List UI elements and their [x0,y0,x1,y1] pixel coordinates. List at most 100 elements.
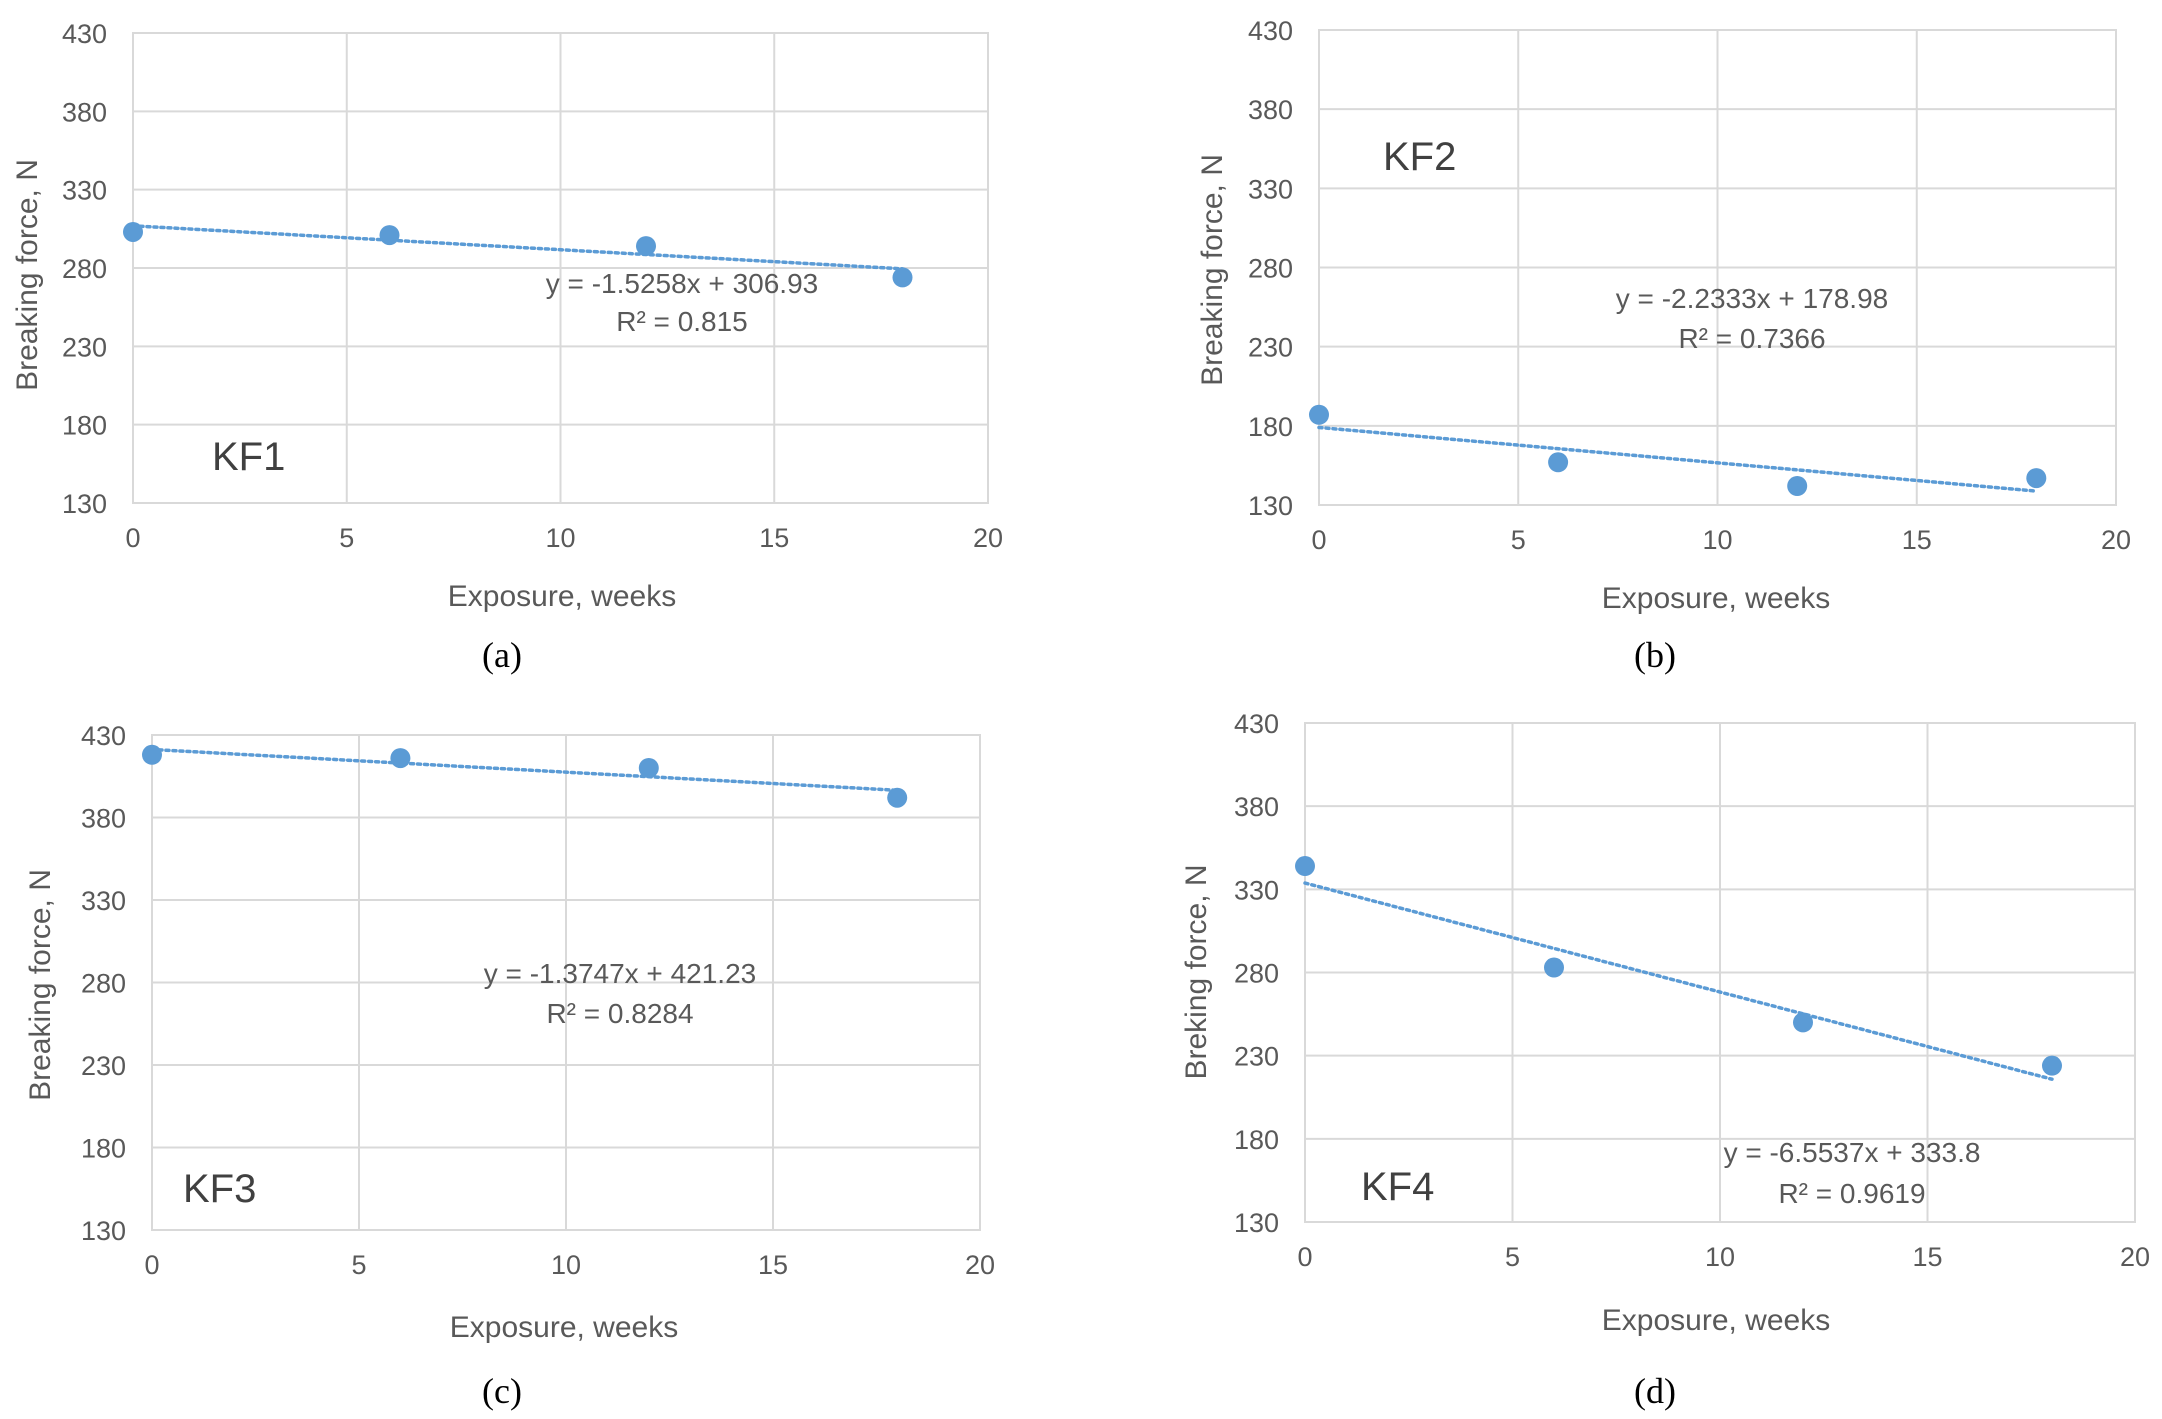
chart-panel-b: 130 180 230 280 330 380 430 0 5 10 15 20 Exposure,… [1196,16,2131,675]
series-label: KF2 [1383,135,1456,179]
data-point [142,744,162,765]
data-point [123,221,143,242]
x-tick-label: 0 [1297,1242,1312,1272]
grid [1318,29,2117,506]
y-tick-label: 180 [1248,412,1293,442]
r-squared-label: R² = 0.8284 [546,998,693,1029]
y-tick-label: 230 [62,332,107,362]
trendline-equation: y = -2.2333x + 178.98 [1616,283,1888,314]
y-tick-label: 430 [1234,709,1279,739]
y-axis-title: Breaking force, N [1196,154,1229,386]
y-tick-label: 280 [1234,959,1279,989]
y-tick-label: 280 [1248,254,1293,284]
chart-panel-a: 130 180 230 280 330 380 430 0 5 10 15 20 Exposure,… [11,19,1003,675]
y-ticks: 130 180 230 280 330 380 430 [1234,709,1279,1238]
x-tick-label: 0 [125,523,140,553]
x-tick-label: 0 [144,1250,159,1280]
plot-frame [1318,29,2117,506]
x-tick-label: 15 [758,1250,788,1280]
y-tick-label: 330 [62,176,107,206]
x-tick-label: 20 [2101,525,2131,555]
data-points [142,744,908,808]
r-squared-label: R² = 0.815 [616,306,748,337]
y-tick-label: 130 [1234,1208,1279,1238]
x-tick-label: 5 [339,523,354,553]
y-tick-label: 230 [1234,1042,1279,1072]
data-point [1544,957,1564,978]
y-tick-label: 130 [1248,491,1293,521]
x-tick-label: 10 [1702,525,1732,555]
data-point [1309,404,1329,425]
y-tick-label: 180 [62,411,107,441]
y-tick-label: 280 [81,969,126,999]
chart-panel-c: 130 180 230 280 330 380 430 0 5 10 15 20 Exposure,… [24,721,995,1411]
data-point [1548,452,1569,473]
panel-caption: (d) [1634,1371,1676,1411]
x-tick-label: 15 [1902,525,1932,555]
grid [132,32,989,504]
y-axis-title: Breaking force, N [24,869,57,1101]
data-point [379,225,400,246]
r-squared-label: R² = 0.7366 [1678,323,1825,354]
y-tick-label: 380 [1248,95,1293,125]
data-point [636,236,656,257]
data-points [123,221,913,288]
x-tick-label: 0 [1311,525,1326,555]
grid [1304,722,2136,1223]
x-axis-title: Exposure, weeks [448,580,676,613]
x-tick-label: 15 [1912,1242,1942,1272]
y-tick-label: 430 [1248,16,1293,46]
y-ticks: 130 180 230 280 330 380 430 [81,721,126,1246]
x-tick-label: 10 [545,523,575,553]
x-axis-title: Exposure, weeks [1602,582,1830,615]
y-ticks: 130 180 230 280 330 380 430 [1248,16,1293,521]
y-tick-label: 380 [81,804,126,834]
y-tick-label: 380 [62,97,107,127]
data-point [638,758,659,778]
trendline-line [1303,881,2054,1081]
x-tick-label: 20 [2120,1242,2150,1272]
trendline [150,747,899,793]
x-tick-label: 5 [351,1250,366,1280]
x-ticks: 0 5 10 15 20 [125,523,1003,553]
y-tick-label: 180 [81,1134,126,1164]
series-label: KF4 [1361,1165,1434,1209]
x-tick-label: 5 [1511,525,1526,555]
data-point [2026,468,2047,489]
panel-caption: (b) [1634,635,1676,675]
x-tick-label: 15 [759,523,789,553]
plot-frame [1304,722,2136,1223]
trendline [1317,425,2039,493]
x-axis-title: Exposure, weeks [1602,1304,1830,1337]
x-tick-label: 10 [1705,1242,1735,1272]
data-point [1793,1012,1813,1033]
y-tick-label: 280 [62,254,107,284]
trendline-equation: y = -6.5537x + 333.8 [1724,1137,1981,1168]
data-point [1787,476,1808,496]
x-ticks: 0 5 10 15 20 [144,1250,995,1280]
trendline-equation: y = -1.5258x + 306.93 [546,268,818,299]
trendline-line [1317,425,2039,493]
x-tick-label: 20 [973,523,1003,553]
panel-caption: (a) [482,635,522,675]
x-ticks: 0 5 10 15 20 [1297,1242,2150,1272]
grid [151,734,981,1231]
trendline-equation: y = -1.3747x + 421.23 [484,958,756,989]
y-tick-label: 330 [81,886,126,916]
y-tick-label: 180 [1234,1125,1279,1155]
y-axis-title: Breaking force, N [11,159,44,391]
y-tick-label: 380 [1234,792,1279,822]
plot-frame [132,32,989,504]
plot-frame [151,734,981,1231]
y-tick-label: 230 [1248,333,1293,363]
y-ticks: 130 180 230 280 330 380 430 [62,19,107,519]
x-tick-label: 5 [1505,1242,1520,1272]
trendline-line [150,747,899,793]
trendline-line [131,224,905,271]
data-point [892,267,913,288]
data-point [2042,1055,2062,1076]
y-tick-label: 430 [81,721,126,751]
x-axis-title: Exposure, weeks [450,1311,678,1344]
chart-panel-d: 130 180 230 280 330 380 430 0 5 10 15 20 Exposure,… [1180,709,2150,1411]
